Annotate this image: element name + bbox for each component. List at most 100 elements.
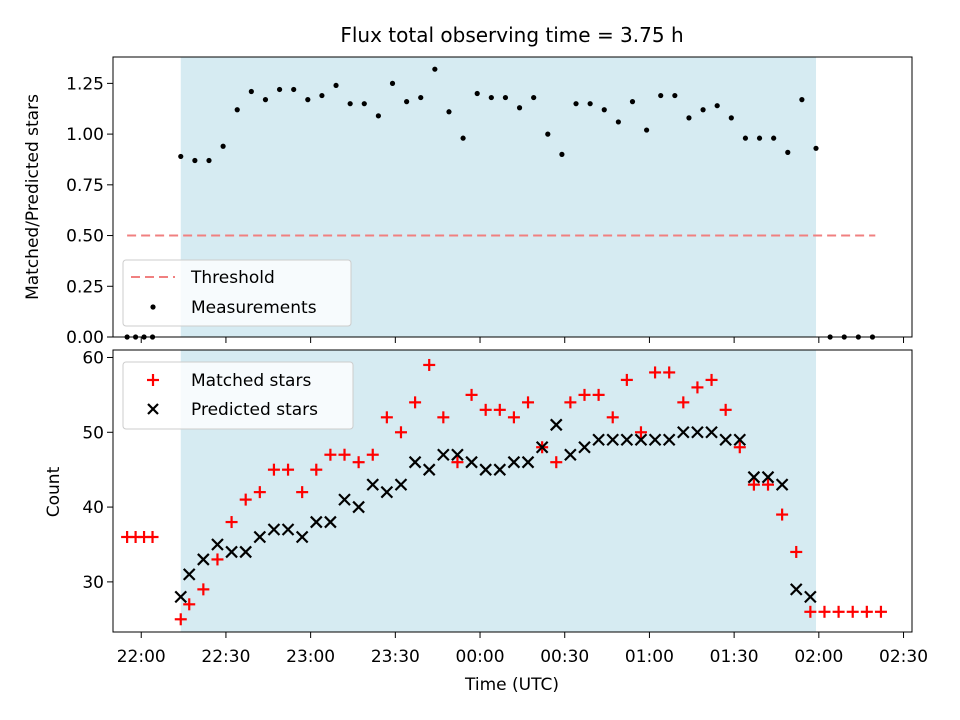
bottom-y-tick-label: 50 bbox=[82, 423, 104, 443]
matched-star-marker bbox=[818, 605, 831, 618]
top-y-tick-label: 0.25 bbox=[66, 277, 104, 297]
measurement-point bbox=[234, 107, 240, 113]
measurement-point bbox=[516, 105, 523, 111]
predicted-star-marker bbox=[564, 448, 577, 461]
predicted-star-marker bbox=[606, 433, 620, 447]
matched-star-marker bbox=[465, 388, 478, 401]
predicted-star-marker bbox=[521, 455, 535, 469]
measurement-point bbox=[474, 90, 480, 97]
predicted-star-marker bbox=[253, 530, 267, 544]
matched-star-marker bbox=[380, 411, 393, 424]
matched-star-marker bbox=[564, 396, 577, 409]
predicted-star-marker bbox=[578, 440, 591, 454]
measurement-point bbox=[785, 149, 791, 155]
predicted-star-marker bbox=[535, 440, 549, 454]
matched-star-marker bbox=[874, 605, 887, 618]
x-tick-label: 22:00 bbox=[117, 647, 166, 667]
bottom-y-axis-label: Count bbox=[44, 466, 64, 517]
matched-star-marker bbox=[776, 508, 789, 521]
predicted-star-marker bbox=[620, 433, 634, 447]
top-y-tick-label: 1.25 bbox=[66, 74, 104, 94]
predicted-star-marker bbox=[507, 455, 521, 469]
measurement-point bbox=[488, 94, 494, 101]
measurement-point bbox=[545, 131, 551, 137]
matched-star-marker bbox=[183, 598, 196, 611]
matched-star-marker bbox=[663, 366, 676, 379]
matched-star-marker bbox=[352, 456, 365, 469]
measurement-point bbox=[813, 145, 819, 151]
predicted-star-marker bbox=[691, 426, 704, 439]
matched-star-marker bbox=[409, 396, 422, 409]
bottom-y-tick-label: 40 bbox=[82, 498, 104, 518]
predicted-star-marker bbox=[267, 523, 281, 536]
matched-star-marker bbox=[225, 516, 238, 529]
measurement-point bbox=[799, 97, 805, 103]
predicted-star-marker bbox=[422, 463, 436, 476]
matched-star-marker bbox=[804, 605, 817, 618]
measurement-point bbox=[404, 99, 410, 105]
predicted-star-marker bbox=[380, 485, 394, 499]
measurement-point bbox=[305, 97, 311, 103]
matched-star-marker bbox=[324, 448, 337, 461]
measurement-point bbox=[276, 86, 283, 93]
x-tick-label: 23:00 bbox=[286, 647, 335, 667]
matched-star-marker bbox=[649, 366, 662, 379]
matched-star-marker bbox=[747, 478, 760, 491]
measurement-point bbox=[502, 94, 509, 101]
measurement-point bbox=[771, 135, 777, 141]
measurement-point bbox=[531, 94, 537, 101]
measurement-point bbox=[728, 115, 734, 121]
predicted-star-marker bbox=[225, 545, 238, 559]
measurement-point bbox=[756, 135, 763, 141]
matched-star-marker bbox=[437, 411, 450, 424]
measurement-point bbox=[559, 151, 565, 157]
measurement-point bbox=[601, 107, 607, 113]
predicted-star-marker bbox=[408, 455, 422, 469]
x-axis-label: Time (UTC) bbox=[464, 675, 559, 695]
measurement-point bbox=[361, 101, 367, 107]
x-tick-label: 01:30 bbox=[710, 647, 759, 667]
matched-star-marker bbox=[253, 486, 266, 499]
matched-star-marker bbox=[620, 373, 633, 386]
measurement-point bbox=[460, 135, 466, 141]
bottom-legend-box bbox=[122, 361, 354, 430]
predicted-star-marker bbox=[366, 478, 380, 491]
x-tick-label: 00:30 bbox=[540, 647, 589, 667]
chart-title: Flux total observing time = 3.75 h bbox=[340, 23, 683, 47]
predicted-star-marker bbox=[705, 426, 718, 439]
predicted-star-marker bbox=[789, 583, 803, 596]
predicted-star-marker bbox=[281, 523, 295, 536]
threshold-legend-label: Threshold bbox=[190, 268, 275, 288]
measurement-point bbox=[347, 101, 353, 107]
measurement-point bbox=[262, 97, 269, 103]
bottom-plot: 30 40 50 60 22:00 22:30 23:00 23:30 00:00 00:30 0… bbox=[44, 348, 928, 695]
matched-stars-legend-label: Matched stars bbox=[191, 371, 311, 391]
matched-star-marker bbox=[846, 605, 859, 618]
matched-star-marker bbox=[522, 396, 535, 409]
predicted-star-marker bbox=[761, 470, 775, 484]
matched-star-marker bbox=[239, 493, 252, 506]
predicted-star-marker bbox=[648, 433, 662, 447]
measurement-point bbox=[644, 127, 650, 133]
matched-star-marker bbox=[479, 403, 492, 416]
bottom-y-tick-label: 60 bbox=[82, 348, 104, 368]
matched-star-marker bbox=[451, 456, 464, 469]
predicted-star-marker bbox=[677, 426, 690, 439]
measurement-point bbox=[658, 92, 664, 99]
matched-star-marker bbox=[790, 545, 803, 558]
bottom-legend: Matched stars Predicted stars bbox=[122, 361, 354, 430]
predicted-star-marker bbox=[493, 463, 507, 476]
measurement-point bbox=[220, 143, 226, 149]
top-y-tick-label: 0.00 bbox=[66, 328, 104, 348]
matched-star-marker bbox=[860, 605, 873, 618]
predicted-star-marker bbox=[733, 433, 747, 447]
top-y-axis-label: Matched/Predicted stars bbox=[23, 94, 43, 300]
predicted-star-marker bbox=[394, 478, 408, 491]
top-legend: Threshold Measurements bbox=[122, 259, 352, 327]
matched-star-marker bbox=[705, 373, 718, 386]
predicted-star-marker bbox=[465, 455, 478, 469]
matched-star-marker bbox=[282, 463, 295, 476]
matched-star-marker bbox=[677, 396, 690, 409]
predicted-stars-legend-swatch bbox=[147, 403, 159, 415]
